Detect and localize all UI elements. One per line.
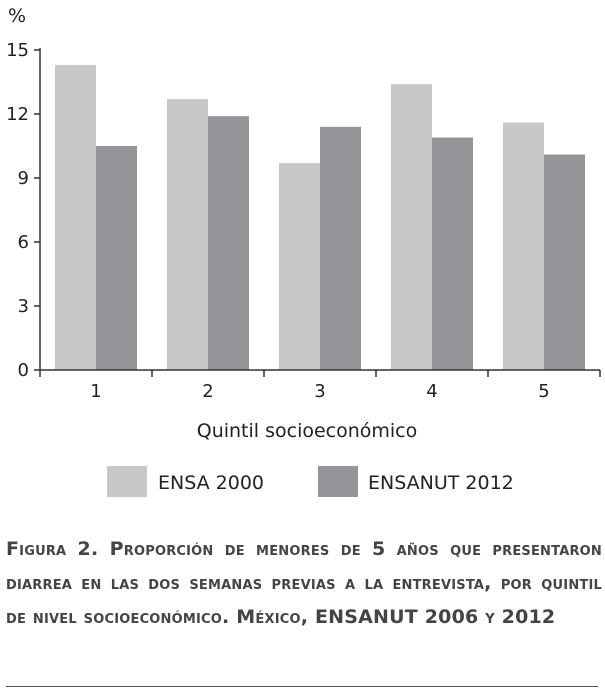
bar-ensa-2000-q3 [279,163,320,370]
y-tick-label: 15 [6,40,29,61]
bar-ensa-2000-q2 [167,99,208,371]
legend-swatch-ensa-2000 [107,466,147,497]
x-tick-label: 4 [426,381,437,402]
bar-ensanut-2012-q3 [320,126,361,370]
bar-ensa-2000-q1 [55,64,96,370]
legend-label-ensanut-2012: ENSANUT 2012 [368,472,514,494]
bar-ensanut-2012-q1 [96,146,137,370]
bar-ensa-2000-q4 [391,84,432,370]
bar-ensanut-2012-q4 [432,137,473,370]
y-tick-label: 12 [6,104,29,125]
x-axis-label: Quintil socioeconómico [197,420,418,442]
x-tick-label: 3 [314,381,325,402]
bar-ensanut-2012-q2 [208,116,249,370]
y-tick-label: 0 [18,360,29,381]
figure-caption: Figura 2. Proporción de menores de 5 año… [6,538,602,628]
y-tick-label: 6 [18,232,29,253]
x-tick-label: 2 [202,381,213,402]
y-tick-label: 3 [18,296,29,317]
legend-swatch-ensanut-2012 [318,466,358,497]
bottom-rule [6,686,598,687]
bars-group [55,64,585,371]
x-tick-label: 5 [538,381,549,402]
y-axis-label: % [8,5,26,27]
bar-ensanut-2012-q5 [544,154,585,370]
legend-label-ensa-2000: ENSA 2000 [158,472,264,494]
legend: ENSA 2000 ENSANUT 2012 [107,466,514,497]
bar-ensa-2000-q5 [503,122,544,371]
y-tick-label: 9 [18,168,29,189]
x-tick-label: 1 [90,381,101,402]
